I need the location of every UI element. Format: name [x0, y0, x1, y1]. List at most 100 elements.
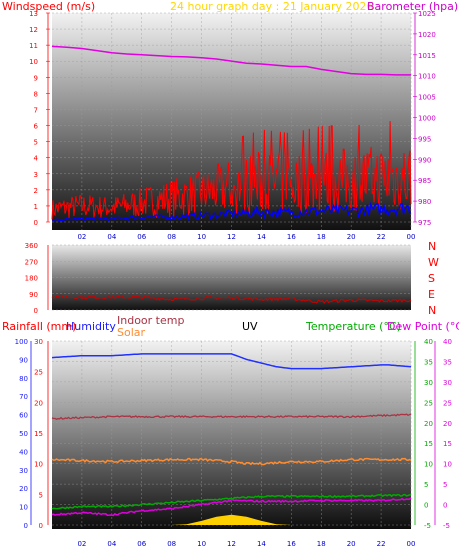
wind-gust-line: [51, 121, 412, 220]
windspeed-tick-label: 0: [34, 219, 38, 227]
humidity-tick-label: 100: [15, 338, 28, 346]
direction-tick-label: 180: [25, 275, 38, 283]
direction-tick-label: 360: [25, 242, 38, 250]
temp-x-tick-label: 06: [137, 540, 146, 548]
dew-point-tick-label: 25: [443, 399, 452, 407]
humidity-axis-title: Humidity: [66, 320, 116, 333]
wind-average-line: [51, 201, 412, 222]
rainfall-tick-label: 10: [34, 461, 43, 469]
windspeed-tick-label: 12: [29, 26, 38, 34]
temp-x-tick-label: 20: [347, 540, 356, 548]
windspeed-tick-label: 7: [34, 106, 38, 114]
dew-point-tick-label: -5: [443, 522, 450, 530]
windspeed-tick-label: 8: [34, 90, 38, 98]
wind-x-tick-label: 18: [317, 233, 326, 241]
direction-tick-label: 90: [29, 291, 38, 299]
dew-point-line: [51, 497, 412, 517]
humidity-tick-label: 70: [19, 393, 28, 401]
barometer-tick-label: 1015: [418, 52, 436, 60]
temperature-tick-label: 35: [424, 358, 433, 366]
temperature-tick-label: 0: [424, 502, 428, 510]
barometer-tick-label: 995: [418, 135, 431, 143]
temperature-tick-label: 5: [424, 481, 428, 489]
compass-w: W: [428, 256, 439, 269]
direction-tick-label: 270: [25, 258, 38, 266]
solar-legend: Solar: [117, 326, 146, 339]
barometer-tick-label: 1000: [418, 115, 436, 123]
temp-x-tick-label: 14: [257, 540, 266, 548]
windspeed-tick-label: 5: [34, 139, 38, 147]
humidity-tick-label: 60: [19, 412, 28, 420]
wind-x-tick-label: 06: [137, 233, 146, 241]
windspeed-tick-label: 9: [34, 74, 38, 82]
compass-n-top: N: [428, 240, 436, 253]
humidity-tick-label: 80: [19, 375, 28, 383]
temperature-tick-label: -5: [424, 522, 431, 530]
barometer-tick-label: 1005: [418, 94, 436, 102]
temperature-axis-title: Temperature (°C): [305, 320, 401, 333]
barometer-tick-label: 990: [418, 156, 431, 164]
wind-x-tick-label: 22: [377, 233, 386, 241]
dew-point-tick-label: 15: [443, 440, 452, 448]
temp-x-tick-label: 22: [377, 540, 386, 548]
windspeed-tick-label: 11: [29, 42, 38, 50]
wind-x-tick-label: 14: [257, 233, 266, 241]
wind-x-tick-label: 08: [167, 233, 176, 241]
temp-x-tick-label: 10: [197, 540, 206, 548]
barometer-tick-label: 980: [418, 198, 431, 206]
windspeed-tick-label: 6: [34, 123, 39, 131]
rainfall-axis-title: Rainfall (mm): [2, 320, 76, 333]
barometer-line: [51, 45, 411, 76]
barometer-axis-title: Barometer (hpa): [367, 0, 458, 13]
humidity-tick-label: 30: [19, 467, 28, 475]
temperature-tick-label: 15: [424, 440, 433, 448]
windspeed-tick-label: 3: [34, 171, 38, 179]
wind-x-tick-label: 12: [227, 233, 236, 241]
wind-x-tick-label: 02: [77, 233, 86, 241]
temp-x-tick-label: 18: [317, 540, 326, 548]
direction-tick-label: 0: [34, 307, 38, 315]
windspeed-tick-label: 10: [29, 58, 38, 66]
barometer-tick-label: 1020: [418, 31, 436, 39]
barometer-tick-label: 985: [418, 177, 431, 185]
wind-x-tick-label: 04: [107, 233, 116, 241]
windspeed-tick-label: 1: [34, 203, 38, 211]
rainfall-tick-label: 5: [39, 491, 43, 499]
temp-x-tick-label: 08: [167, 540, 176, 548]
dew-point-tick-label: 30: [443, 379, 452, 387]
compass-n-bottom: N: [428, 304, 436, 317]
dew-point-tick-label: 40: [443, 338, 452, 346]
temp-x-tick-label: 16: [287, 540, 296, 548]
wind-direction-line: [51, 294, 412, 304]
temp-x-tick-label: 02: [77, 540, 86, 548]
windspeed-axis-title: Windspeed (m/s): [2, 0, 95, 13]
humidity-tick-label: 90: [19, 356, 28, 364]
humidity-tick-label: 0: [24, 522, 28, 530]
temperature-line: [51, 493, 412, 510]
humidity-line: [51, 353, 412, 370]
barometer-tick-label: 1025: [418, 10, 436, 18]
temperature-tick-label: 10: [424, 461, 433, 469]
windspeed-tick-label: 13: [29, 10, 38, 18]
indoor-temp-legend: Indoor temp: [117, 314, 184, 327]
dew-point-tick-label: 0: [443, 502, 447, 510]
uv-legend: UV: [242, 320, 258, 333]
temp-x-tick-label: 00: [407, 540, 416, 548]
rainfall-tick-label: 0: [39, 522, 43, 530]
temp-x-tick-label: 04: [107, 540, 116, 548]
dew-point-tick-label: 5: [443, 481, 447, 489]
barometer-tick-label: 975: [418, 219, 431, 227]
rainfall-tick-label: 20: [34, 399, 43, 407]
wind-x-tick-label: 10: [197, 233, 206, 241]
solar-line: [51, 457, 412, 466]
dew-point-axis-title: Dew Point (°C): [387, 320, 459, 333]
compass-e: E: [428, 288, 435, 301]
temperature-tick-label: 25: [424, 399, 433, 407]
rainfall-tick-label: 30: [34, 338, 43, 346]
compass-s: S: [428, 272, 435, 285]
temperature-tick-label: 30: [424, 379, 433, 387]
humidity-tick-label: 40: [19, 448, 28, 456]
humidity-tick-label: 20: [19, 485, 28, 493]
wind-x-tick-label: 20: [347, 233, 356, 241]
rainfall-tick-label: 25: [34, 369, 43, 377]
